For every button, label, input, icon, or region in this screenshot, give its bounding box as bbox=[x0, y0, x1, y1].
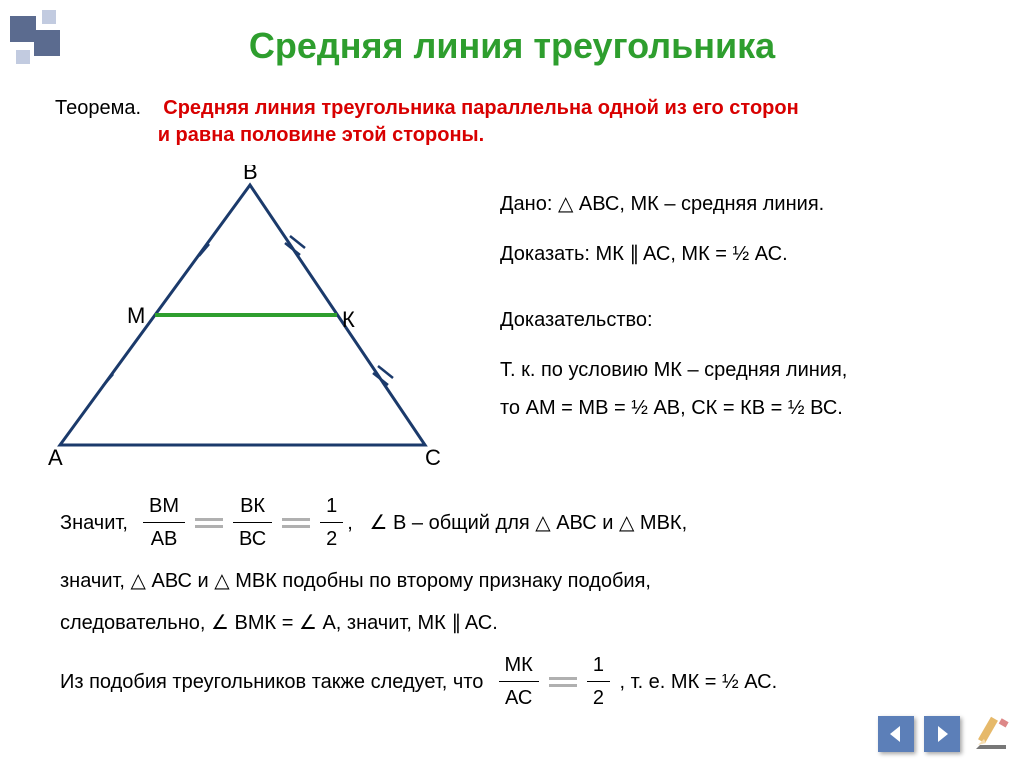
angle-icon: ∠ bbox=[299, 607, 317, 639]
theorem-line2: и равна половине этой стороны. bbox=[158, 124, 484, 146]
proof-cond1: Т. к. по условию МК – средняя линия, bbox=[500, 351, 847, 389]
next-button[interactable] bbox=[924, 716, 960, 752]
triangle-diagram: А В С М К bbox=[30, 165, 450, 475]
nav-controls bbox=[878, 713, 1012, 755]
prove-line: Доказать: МК ∥ АС, МК = ½ АС. bbox=[500, 235, 847, 273]
parallel-icon: ∥ bbox=[451, 612, 459, 634]
slide-title: Средняя линия треугольника bbox=[0, 25, 1024, 67]
proof-line4: Из подобия треугольников также следует, … bbox=[60, 649, 980, 714]
frac-half: 12 bbox=[320, 490, 343, 555]
theorem-line1: Средняя линия треугольника параллельна о… bbox=[163, 97, 798, 119]
svg-text:К: К bbox=[342, 307, 355, 332]
proof-label: Доказательство: bbox=[500, 301, 847, 339]
proof-cond2: то АМ = МВ = ½ АВ, СК = КВ = ½ ВС. bbox=[500, 389, 847, 427]
svg-text:М: М bbox=[127, 303, 145, 328]
frac-vk-vs: ВКВС bbox=[233, 490, 272, 555]
svg-text:А: А bbox=[48, 445, 63, 470]
frac-mk-ac: МКАС bbox=[499, 649, 539, 714]
theorem-label: Теорема. bbox=[55, 97, 141, 119]
proof-line2: значит, △ АВС и △ МВК подобны по второму… bbox=[60, 565, 980, 597]
svg-text:В: В bbox=[243, 165, 258, 184]
proof-body: Значит, ВМАВ ВКВС 12 , ∠ В – общий для △… bbox=[60, 490, 980, 714]
equals-icon bbox=[549, 676, 577, 688]
pencil-icon bbox=[970, 713, 1012, 755]
frac-vm-av: ВМАВ bbox=[143, 490, 185, 555]
given-line1: Дано: △ АВС, МК – средняя линия. bbox=[500, 185, 847, 223]
svg-text:С: С bbox=[425, 445, 441, 470]
proof-line3: следовательно, ∠ ВМК = ∠ А, значит, МК ∥… bbox=[60, 607, 980, 639]
prev-button[interactable] bbox=[878, 716, 914, 752]
equals-icon bbox=[195, 517, 223, 529]
theorem-block: Теорема. Средняя линия треугольника пара… bbox=[55, 95, 799, 149]
parallel-icon: ∥ bbox=[629, 243, 637, 265]
angle-icon: ∠ bbox=[211, 607, 229, 639]
given-block: Дано: △ АВС, МК – средняя линия. Доказат… bbox=[500, 185, 847, 427]
frac-half-2: 12 bbox=[587, 649, 610, 714]
equals-icon bbox=[282, 517, 310, 529]
angle-icon: ∠ bbox=[370, 507, 388, 539]
